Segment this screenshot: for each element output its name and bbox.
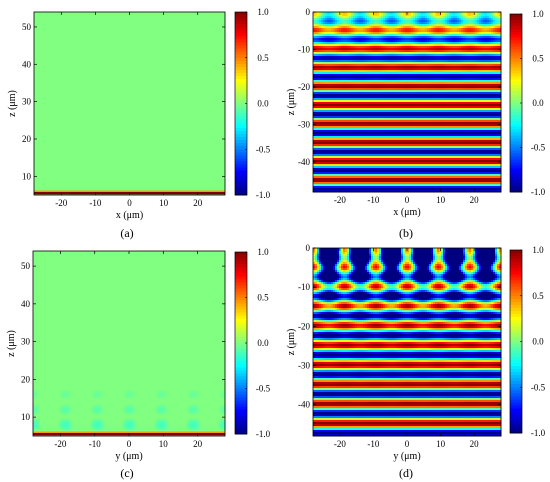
heatmap-field: [34, 12, 225, 195]
